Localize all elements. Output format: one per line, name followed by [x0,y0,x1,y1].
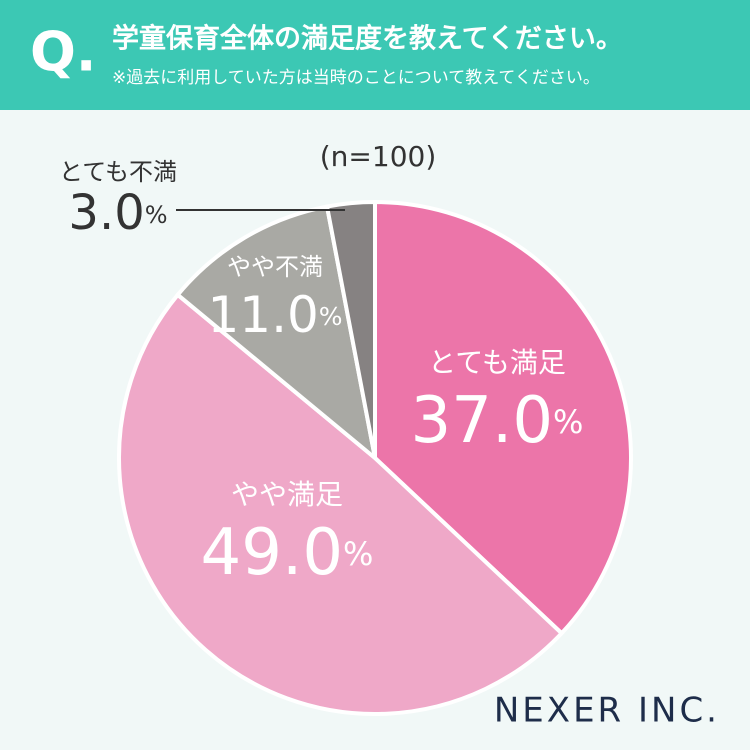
value-label: 3.0% [68,185,167,241]
value-label: 49.0% [201,516,374,590]
category-label: とても不満 [59,158,177,186]
category-label: とても満足 [428,346,566,379]
category-label: やや満足 [231,478,343,511]
brand: NEXER INC. [494,691,720,731]
category-label: やや不満 [227,253,323,281]
chart-title: 学童保育全体の満足度を教えてください。 [112,23,623,55]
pie-slice [324,199,377,459]
header-band [0,0,750,110]
sample-size-note: (n=100) [320,140,437,173]
pie-slice [373,199,633,637]
pie-slice [117,292,565,716]
question-mark: Q. [30,21,96,84]
value-label: 37.0% [411,384,584,458]
value-label: 11.0% [207,286,342,344]
chart-subtitle: ※過去に利用していた方は当時のことについて教えてください。 [112,68,600,88]
